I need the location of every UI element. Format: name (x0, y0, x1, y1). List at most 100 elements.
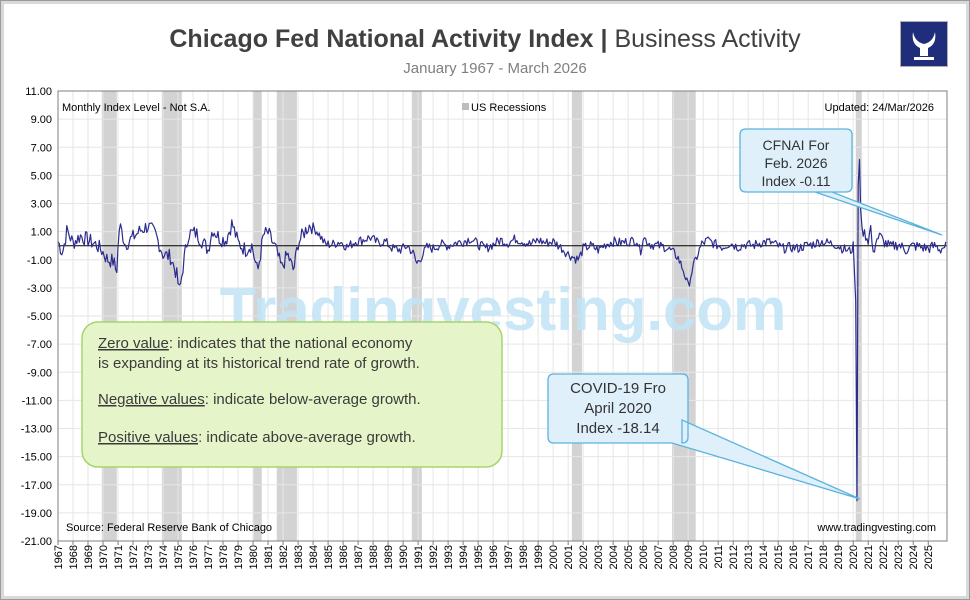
x-tick-label-10: 1977 (203, 545, 215, 569)
covid-callout-line2: April 2020 (584, 400, 652, 417)
y-tick-label-0: 11.00 (25, 86, 52, 98)
y-tick-label-15: -19.00 (21, 508, 52, 520)
y-tick-label-1: 9.00 (31, 114, 52, 126)
y-tick-label-8: -5.00 (27, 311, 52, 323)
source-text: Source: Federal Reserve Bank of Chicago (66, 522, 272, 534)
x-tick-label-31: 1998 (518, 545, 530, 569)
x-tick-label-15: 1982 (278, 545, 290, 569)
chart-subtitle: January 1967 - March 2026 (403, 60, 587, 77)
x-tick-label-24: 1991 (413, 545, 425, 569)
x-axis-ticks: 1967 1968 1969 1970 1971 1972 1973 1974 1975 1976… (53, 541, 935, 569)
x-tick-label-46: 2013 (743, 545, 755, 569)
title-main: Chicago Fed National Activity Index (169, 25, 594, 53)
x-tick-label-0: 1967 (53, 545, 65, 569)
y-tick-label-12: -13.00 (21, 424, 52, 436)
updated-date: Updated: 24/Mar/2026 (825, 102, 934, 114)
x-tick-label-4: 1971 (113, 545, 125, 569)
cfnai-callout-box (739, 128, 943, 236)
y-tick-label-9: -7.00 (27, 339, 52, 351)
x-tick-label-26: 1993 (443, 545, 455, 569)
x-tick-label-14: 1981 (263, 545, 275, 569)
y-axis-ticks: 11.00 9.00 7.00 5.00 3.00 1.00 -1.00 -3.00 -5.00… (21, 86, 52, 548)
x-tick-label-58: 2025 (923, 545, 935, 569)
x-tick-label-19: 1986 (338, 545, 350, 569)
x-tick-label-6: 1973 (143, 545, 155, 569)
x-tick-label-56: 2023 (893, 545, 905, 569)
y-tick-label-16: -21.00 (21, 536, 52, 548)
cfnai-series-line (57, 158, 947, 502)
y-tick-label-3: 5.00 (31, 170, 52, 182)
x-tick-label-55: 2022 (878, 545, 890, 569)
y-tick-label-14: -17.00 (21, 480, 52, 492)
x-tick-label-36: 2003 (593, 545, 605, 569)
cfnai-callout-line1: CFNAI For (763, 137, 830, 153)
covid-callout: COVID-19 Fro April 2020 Index -18.14 (547, 373, 861, 500)
x-tick-label-22: 1989 (383, 545, 395, 569)
x-tick-label-40: 2007 (653, 545, 665, 569)
x-tick-label-43: 2010 (698, 545, 710, 569)
note-positive: Positive values: indicate above-average … (98, 429, 416, 446)
x-tick-label-45: 2012 (728, 545, 740, 569)
x-tick-label-30: 1997 (503, 545, 515, 569)
x-tick-label-13: 1980 (248, 545, 260, 569)
x-tick-label-52: 2019 (833, 545, 845, 569)
note-zero: Zero value: indicates that the national … (98, 335, 413, 352)
x-tick-label-48: 2015 (773, 545, 785, 569)
y-tick-label-7: -3.00 (27, 283, 52, 295)
x-tick-label-50: 2017 (803, 545, 815, 569)
note-neg-text: : indicate below-average growth. (205, 391, 421, 408)
y-tick-label-2: 7.00 (31, 142, 52, 154)
legend-recession-label: US Recessions (471, 102, 547, 114)
x-tick-label-11: 1978 (218, 545, 230, 569)
cfnai-callout: CFNAI For Feb. 2026 Index -0.11 (739, 128, 943, 236)
x-tick-label-5: 1972 (128, 545, 140, 569)
x-tick-label-42: 2009 (683, 545, 695, 569)
note-zero-term: Zero value (98, 335, 169, 352)
x-tick-label-44: 2011 (713, 545, 725, 569)
x-tick-label-51: 2018 (818, 545, 830, 569)
cfnai-callout-line2: Feb. 2026 (764, 155, 827, 171)
x-tick-label-41: 2008 (668, 545, 680, 569)
x-tick-label-2: 1969 (83, 545, 95, 569)
y-tick-label-13: -15.00 (21, 452, 52, 464)
note-pos-term: Positive values (98, 429, 198, 446)
x-tick-label-18: 1985 (323, 545, 335, 569)
x-tick-label-16: 1983 (293, 545, 305, 569)
x-tick-label-8: 1975 (173, 545, 185, 569)
x-tick-label-29: 1996 (488, 545, 500, 569)
x-tick-label-27: 1994 (458, 545, 470, 569)
y-tick-label-10: -9.00 (27, 367, 52, 379)
bull-logo-icon (900, 21, 948, 67)
x-tick-label-23: 1990 (398, 545, 410, 569)
x-tick-label-34: 2001 (563, 545, 575, 569)
chart-title: Chicago Fed National Activity Index | Bu… (0, 25, 970, 54)
note-neg-term: Negative values (98, 391, 205, 408)
legend-recession-swatch (462, 103, 469, 110)
bull-logo-graphic (912, 32, 936, 60)
cfnai-callout-line3: Index -0.11 (761, 173, 830, 189)
y-tick-label-4: 3.00 (31, 199, 52, 211)
explanation-note: Zero value: indicates that the national … (81, 321, 503, 468)
plot-border (57, 90, 948, 542)
x-tick-label-7: 1974 (158, 545, 170, 569)
x-tick-label-17: 1984 (308, 545, 320, 569)
y-tick-label-5: 1.00 (31, 227, 52, 239)
note-box (81, 321, 503, 468)
x-tick-label-28: 1995 (473, 545, 485, 569)
x-tick-label-35: 2002 (578, 545, 590, 569)
x-tick-label-25: 1992 (428, 545, 440, 569)
x-tick-label-9: 1976 (188, 545, 200, 569)
note-zero-text-2: is expanding at its historical trend rat… (98, 355, 420, 372)
x-tick-label-57: 2024 (908, 545, 920, 569)
x-tick-label-38: 2005 (623, 545, 635, 569)
title-secondary: Business Activity (614, 25, 801, 53)
y-tick-label-11: -11.00 (22, 395, 52, 407)
x-tick-label-3: 1970 (98, 545, 110, 569)
covid-callout-box (547, 373, 861, 500)
covid-callout-line3: Index -18.14 (576, 420, 659, 437)
covid-callout-line1: COVID-19 Fro (570, 380, 666, 397)
x-tick-label-54: 2021 (863, 545, 875, 569)
title-separator: | (600, 25, 608, 53)
x-tick-label-20: 1987 (353, 545, 365, 569)
